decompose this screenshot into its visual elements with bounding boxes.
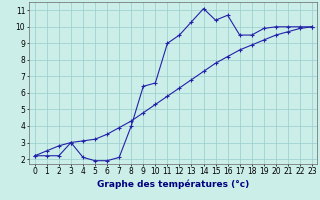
X-axis label: Graphe des températures (°c): Graphe des températures (°c) [97,179,249,189]
